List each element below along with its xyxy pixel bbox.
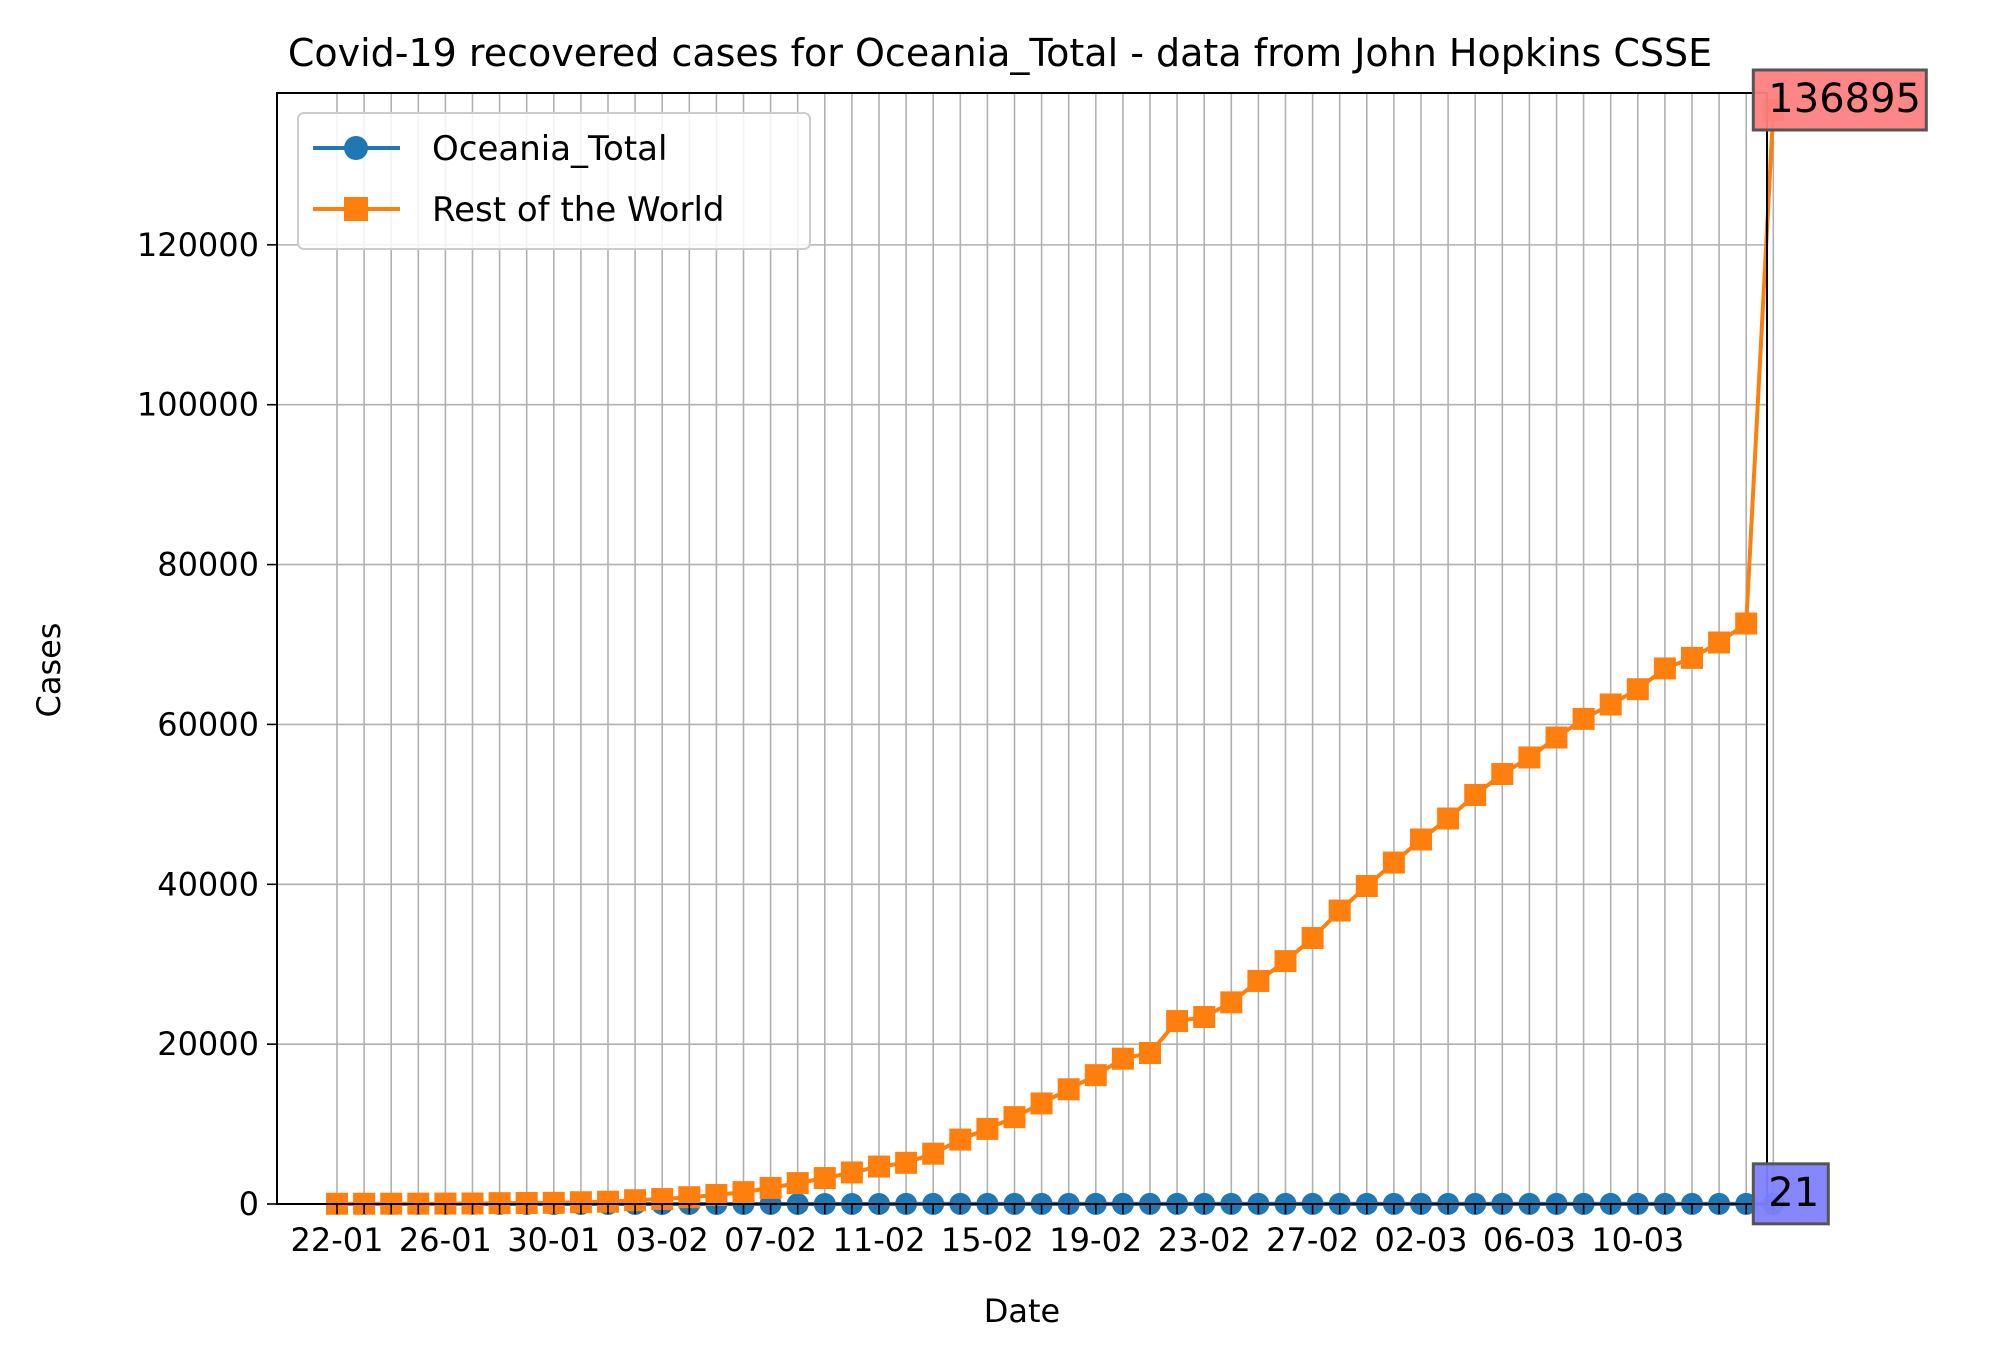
- data-point: [1382, 851, 1405, 874]
- x-axis-label: Date: [984, 1292, 1060, 1330]
- chart-title: Covid-19 recovered cases for Oceania_Tot…: [288, 31, 1712, 75]
- y-axis-label: Cases: [30, 623, 68, 718]
- x-tick-label: 15-02: [941, 1221, 1034, 1259]
- data-point: [1681, 646, 1703, 669]
- data-point: [1057, 1078, 1080, 1101]
- grid-lines: [277, 93, 1775, 1205]
- data-point: [922, 1142, 945, 1165]
- data-point: [542, 1191, 565, 1214]
- legend-entry: Rest of the World: [313, 190, 725, 230]
- data-point: [515, 1191, 538, 1214]
- data-point: [569, 1191, 592, 1214]
- x-axis: 22-01 26-01 30-01 03-02 07-02 11-02 15-02 19-02…: [291, 1204, 1775, 1259]
- data-point: [678, 1186, 701, 1209]
- x-tick-label: 22-01: [291, 1221, 384, 1259]
- data-point: [705, 1184, 728, 1207]
- legend-marker: [344, 136, 368, 160]
- data-point: [624, 1189, 647, 1212]
- x-tick-label: 27-02: [1266, 1221, 1359, 1259]
- data-point: [840, 1161, 863, 1184]
- legend-box: [297, 112, 811, 250]
- y-tick-label: 80000: [157, 546, 259, 584]
- y-axis: 0 20000 40000 60000 80000 100000 120000: [137, 226, 277, 1223]
- legend-entry: Oceania_Total: [313, 129, 667, 169]
- x-tick-label: 30-01: [507, 1221, 600, 1259]
- data-point: [976, 1117, 999, 1140]
- x-tick-label: 07-02: [724, 1221, 817, 1259]
- x-tick-label: 03-02: [616, 1221, 709, 1259]
- data-point: [1193, 1006, 1216, 1029]
- legend-marker: [344, 197, 368, 221]
- data-point: [1410, 828, 1432, 851]
- data-point: [1626, 678, 1649, 701]
- data-point: [895, 1151, 918, 1174]
- data-point: [1653, 657, 1676, 680]
- annotation-label: 136895: [1768, 76, 1921, 122]
- legend-label: Rest of the World: [432, 190, 725, 230]
- annotation-136895: 136895: [1751, 68, 1928, 132]
- annotation-21: 21: [1751, 1162, 1830, 1226]
- data-point: [1111, 1047, 1134, 1070]
- data-point: [1166, 1010, 1189, 1033]
- data-point: [1274, 950, 1297, 973]
- y-tick-label: 20000: [157, 1025, 259, 1063]
- data-point: [1003, 1106, 1026, 1129]
- data-point: [1084, 1064, 1107, 1087]
- annotation-label: 21: [1768, 1170, 1819, 1216]
- data-point: [1030, 1092, 1053, 1115]
- data-point: [759, 1176, 782, 1199]
- data-point: [1139, 1042, 1161, 1065]
- data-point: [1708, 631, 1731, 654]
- x-tick-label: 06-03: [1483, 1221, 1576, 1259]
- data-point: [1491, 763, 1514, 786]
- data-point: [1518, 746, 1541, 769]
- y-tick-label: 40000: [157, 865, 259, 903]
- data-point: [1545, 726, 1568, 749]
- data-point: [1301, 927, 1324, 950]
- data-point: [1247, 969, 1270, 992]
- data-point: [949, 1128, 972, 1151]
- x-tick-label: 26-01: [399, 1221, 492, 1259]
- x-tick-label: 11-02: [833, 1221, 926, 1259]
- data-point: [1735, 612, 1758, 635]
- end-value-annotations: 136895 21: [1751, 68, 1928, 1226]
- data-point: [1464, 784, 1487, 807]
- y-tick-label: 120000: [137, 226, 259, 264]
- data-point: [868, 1155, 890, 1178]
- data-point: [1572, 707, 1595, 730]
- y-tick-label: 60000: [157, 705, 259, 743]
- x-tick-label: 19-02: [1049, 1221, 1142, 1259]
- data-point: [1328, 899, 1351, 922]
- y-tick-label: 0: [239, 1185, 259, 1223]
- x-tick-label: 02-03: [1375, 1221, 1468, 1259]
- y-tick-label: 100000: [137, 386, 259, 424]
- x-tick-label: 10-03: [1591, 1221, 1684, 1259]
- legend: Oceania_Total Rest of the World: [297, 112, 811, 250]
- data-point: [1599, 693, 1622, 716]
- axes-frame: [276, 92, 1768, 1205]
- data-point: [786, 1172, 809, 1195]
- data-point: [1355, 875, 1378, 898]
- legend-label: Oceania_Total: [432, 129, 667, 169]
- data-point: [1220, 991, 1243, 1014]
- annotation-box: [1751, 1162, 1830, 1226]
- data-point: [813, 1167, 836, 1190]
- annotation-box: [1751, 68, 1928, 132]
- data-point: [732, 1181, 755, 1204]
- data-point: [1437, 807, 1460, 830]
- data-point: [597, 1190, 619, 1213]
- x-tick-label: 23-02: [1158, 1221, 1251, 1259]
